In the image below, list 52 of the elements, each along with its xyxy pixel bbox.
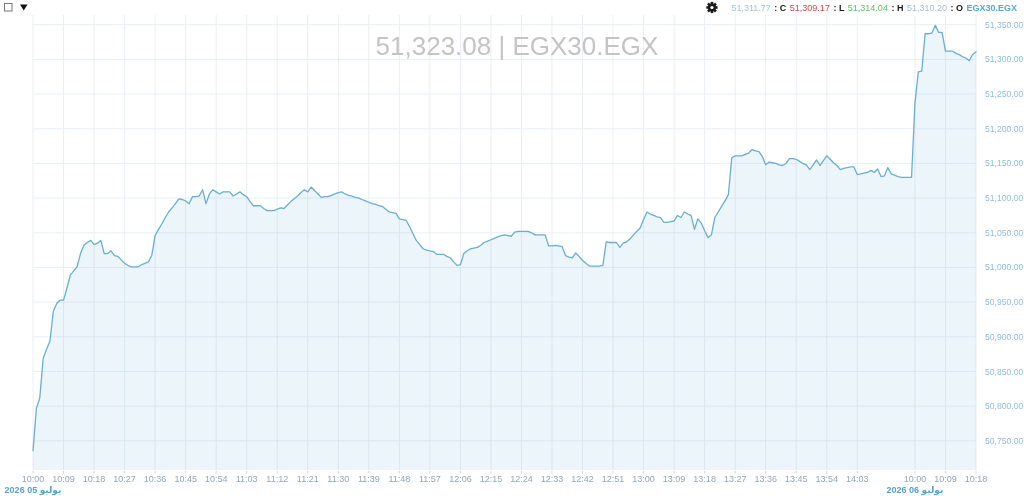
x-tick-label: 13:09 (662, 473, 686, 484)
header-text: : H (891, 3, 904, 13)
y-tick-label: 50,900.00 (985, 331, 1024, 342)
x-tick-label: 10:27 (113, 473, 136, 484)
y-tick-label: 50,800.00 (985, 401, 1024, 412)
x-tick-label: 12:24 (510, 473, 533, 484)
x-tick-label: 10:54 (204, 473, 228, 484)
x-tick-label: 10:18 (82, 473, 106, 484)
x-tick-label: 11:21 (296, 473, 319, 484)
header-text: EGX30.EGX (966, 3, 1017, 13)
x-tick-label: 11:48 (388, 473, 411, 484)
y-tick-label: 51,200.00 (985, 123, 1024, 134)
x-tick-label: 11:39 (357, 473, 380, 484)
y-tick-label: 51,000.00 (985, 262, 1024, 273)
x-tick-label: 13:18 (693, 473, 716, 484)
y-tick-label: 50,750.00 (985, 435, 1024, 446)
x-tick-label: 11:30 (327, 473, 350, 484)
x-tick-label: 13:27 (723, 473, 747, 484)
y-tick-label: 50,950.00 (985, 297, 1024, 308)
x-tick-label: 14:03 (846, 473, 869, 484)
header-text: 51,310.20 (906, 3, 947, 13)
header-text: : C (774, 3, 787, 13)
y-tick-label: 51,100.00 (985, 193, 1024, 204)
x-tick-label: 12:42 (571, 473, 594, 484)
x-tick-label: 11:12 (266, 473, 289, 484)
title: 51,323.08 | EGX30.EGX (375, 31, 659, 61)
x-tick-label: 13:54 (815, 473, 838, 484)
x-tick-label: 10:36 (143, 473, 167, 484)
y-tick-label: 51,050.00 (985, 227, 1024, 238)
header-text: 51,309.17 (789, 3, 830, 13)
header-text: : L (833, 3, 845, 13)
x-tick-label: 13:45 (784, 473, 808, 484)
header-text: : O (950, 3, 963, 13)
y-tick-label: 50,850.00 (985, 366, 1024, 377)
x-tick-label: 11:57 (418, 473, 441, 484)
x-tick-label: 12:06 (449, 473, 472, 484)
x-tick-label: 12:33 (540, 473, 564, 484)
x-tick-label: 12:15 (479, 473, 503, 484)
x-tick-label: 10:09 (52, 473, 75, 484)
y-tick-label: 51,250.00 (985, 89, 1024, 100)
header-text: 51,314.04 (847, 3, 888, 13)
x-tick-label: 13:36 (754, 473, 777, 484)
x-tick-label: 12:51 (601, 473, 625, 484)
y-tick-label: 51,300.00 (985, 54, 1024, 65)
x-tick-label: 10:18 (964, 473, 988, 484)
y-tick-label: 51,150.00 (985, 158, 1024, 169)
y-tick-label: 51,350.00 (985, 19, 1024, 30)
x-tick-label: 13:00 (632, 473, 655, 484)
header-text: 51,311.77 (731, 3, 771, 13)
x-tick-label: 10:09 (934, 473, 957, 484)
x-tick-label: 11:03 (235, 473, 258, 484)
x-tick-label: 10:45 (174, 473, 197, 484)
